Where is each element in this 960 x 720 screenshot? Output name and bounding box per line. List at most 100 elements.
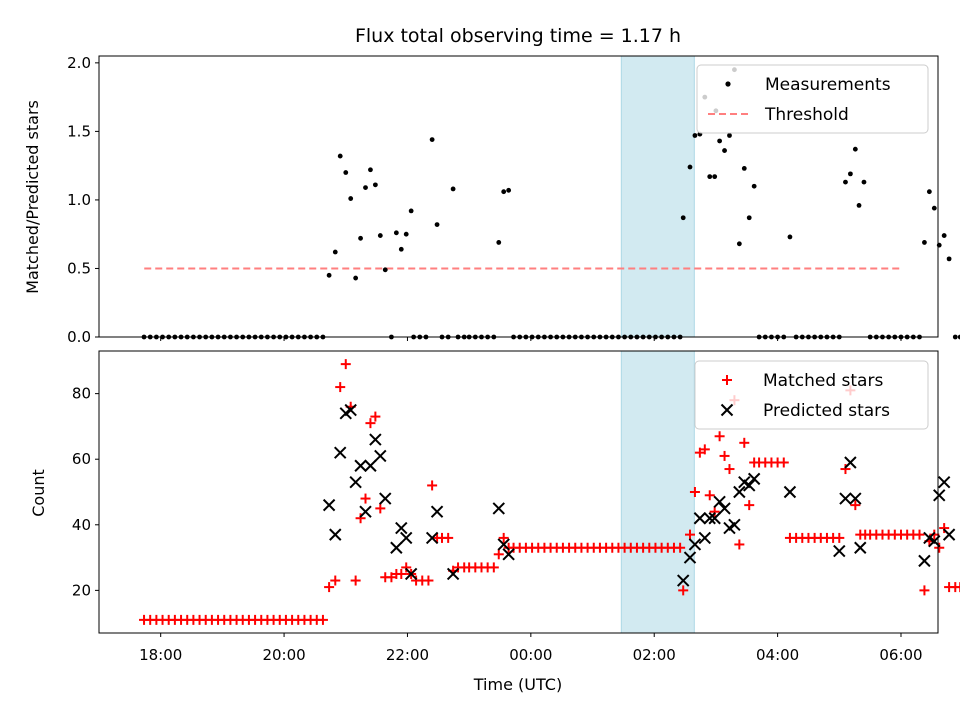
matched-point [739, 437, 750, 448]
matched-point [423, 575, 434, 586]
predicted-point [404, 567, 418, 581]
predicted-point [783, 485, 797, 499]
measurement-point [727, 133, 732, 138]
measurement-point [861, 179, 867, 185]
matched-point [488, 562, 499, 573]
predicted-point-b [502, 548, 515, 561]
measurement-point [393, 230, 399, 236]
predicted-point-b [683, 551, 697, 564]
matched-point [443, 532, 454, 543]
measurement-point [692, 133, 698, 138]
predicted-point-b [688, 538, 702, 551]
matched-point [714, 431, 725, 442]
matched-point [744, 500, 755, 511]
matched-point [370, 411, 381, 422]
measurement-point [941, 233, 947, 238]
matched-point [427, 480, 438, 491]
bottom-axes-frame [98, 350, 939, 634]
predicted-point [743, 479, 756, 492]
matched-point [401, 562, 412, 573]
top-highlight-span [620, 55, 695, 338]
chart-title: Flux total observing time = 1.17 h [355, 25, 681, 47]
measurement-point [496, 240, 502, 245]
predicted-point [844, 456, 857, 469]
predicted-point [354, 459, 367, 472]
top-y-tick-label: 0.0 [67, 328, 91, 346]
predicted-point [933, 489, 946, 502]
x-tick-label: 20:00 [262, 646, 305, 664]
predicted-point-b [918, 554, 931, 568]
measurement-point [843, 179, 848, 185]
measurement-point [926, 189, 932, 195]
predicted-point-b [713, 495, 726, 509]
measurement-point [687, 164, 693, 170]
measurement-point [408, 208, 414, 214]
predicted-point [369, 433, 382, 446]
predicted-point [430, 505, 444, 518]
matched-point [317, 614, 328, 625]
matched-point [719, 450, 730, 461]
predicted-point-b [446, 567, 460, 581]
predicted-point-b [693, 512, 707, 525]
predicted-point-b [344, 403, 357, 417]
legend-markers [720, 375, 734, 417]
matched-point [934, 542, 945, 553]
measurement-point [736, 241, 742, 247]
top-legend: Measurements Threshold [696, 64, 929, 134]
predicted-point-b [708, 512, 721, 525]
predicted-point-b [844, 456, 857, 469]
predicted-point [374, 449, 387, 463]
x-tick-label: 06:00 [879, 646, 922, 664]
predicted-point [728, 518, 741, 531]
predicted-point-b [733, 485, 746, 499]
predicted-point-b [839, 492, 852, 505]
predicted-point-b [425, 531, 439, 545]
top-y-tick-label: 1.0 [67, 191, 91, 209]
measurement-point [372, 182, 378, 188]
measurement-point [952, 334, 958, 340]
matched-point [498, 532, 509, 543]
predicted-point-b [743, 479, 756, 492]
measurement-point [353, 275, 359, 281]
x-tick-label: 04:00 [756, 646, 799, 664]
predicted-point-b [703, 512, 716, 525]
predicted-point-b [395, 521, 408, 535]
top-x-ticks [160, 337, 902, 341]
predicted-point [937, 475, 951, 489]
matched-point [493, 549, 504, 560]
legend-predicted-marker-b [720, 403, 734, 417]
predicted-point [446, 567, 460, 581]
predicted-point [359, 505, 372, 518]
predicted-point [733, 485, 746, 499]
predicted-point [708, 512, 721, 525]
predicted-point-b [334, 446, 347, 459]
bottom-y-tick-label: 20 [72, 581, 91, 599]
x-tick-label: 02:00 [633, 646, 676, 664]
bottom-legend: Matched stars Predicted stars [694, 360, 929, 430]
matched-point [396, 568, 407, 579]
measurement-point [368, 167, 373, 173]
predicted-point-b [677, 574, 690, 587]
predicted-point [833, 544, 846, 558]
top-y-tick-label: 2.0 [67, 54, 91, 72]
top-axes-frame [98, 55, 939, 338]
matched-point [919, 585, 930, 596]
predicted-point-b [923, 531, 936, 545]
matched-point [685, 529, 696, 540]
predicted-point [698, 531, 712, 545]
predicted-point [349, 475, 362, 489]
predicted-point-b [738, 475, 751, 489]
measurement-point [403, 231, 409, 237]
legend-predicted-label: Predicted stars [763, 401, 890, 421]
predicted-point [395, 521, 408, 535]
predicted-point-b [942, 528, 956, 541]
matched-point [704, 490, 715, 501]
bottom-y-tick-label: 80 [72, 385, 91, 403]
x-tick-label: 18:00 [139, 646, 182, 664]
matched-point [350, 575, 361, 586]
predicted-point [713, 495, 726, 509]
measurement-point [741, 166, 747, 171]
bottom-marks [139, 359, 960, 625]
matched-point [355, 513, 366, 524]
